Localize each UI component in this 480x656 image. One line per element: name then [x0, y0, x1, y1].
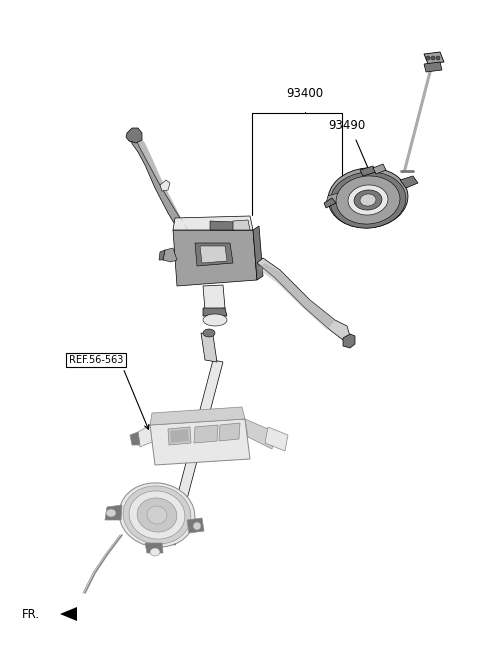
- Ellipse shape: [330, 172, 406, 228]
- Polygon shape: [173, 216, 253, 230]
- Ellipse shape: [193, 522, 201, 530]
- Ellipse shape: [137, 498, 177, 532]
- Polygon shape: [265, 427, 288, 451]
- Polygon shape: [187, 518, 204, 533]
- Polygon shape: [168, 427, 191, 445]
- Polygon shape: [165, 360, 223, 545]
- Polygon shape: [210, 221, 235, 230]
- Text: 93400: 93400: [287, 87, 324, 100]
- Polygon shape: [195, 243, 233, 266]
- Polygon shape: [201, 333, 217, 362]
- Polygon shape: [133, 137, 188, 230]
- Polygon shape: [400, 176, 418, 188]
- Polygon shape: [360, 166, 376, 176]
- Polygon shape: [326, 193, 338, 203]
- Polygon shape: [203, 285, 225, 310]
- Polygon shape: [373, 164, 386, 174]
- Ellipse shape: [328, 168, 408, 228]
- Ellipse shape: [348, 185, 388, 215]
- Polygon shape: [257, 258, 350, 340]
- Polygon shape: [424, 62, 442, 72]
- Polygon shape: [233, 220, 250, 230]
- Ellipse shape: [336, 176, 400, 224]
- Polygon shape: [173, 230, 257, 286]
- Polygon shape: [253, 226, 263, 280]
- Polygon shape: [130, 432, 140, 445]
- Polygon shape: [194, 425, 218, 443]
- Polygon shape: [324, 198, 336, 208]
- Ellipse shape: [426, 56, 430, 60]
- Polygon shape: [60, 607, 77, 621]
- Ellipse shape: [436, 56, 440, 60]
- Polygon shape: [127, 133, 194, 242]
- Polygon shape: [105, 505, 122, 520]
- Polygon shape: [160, 180, 170, 191]
- Ellipse shape: [129, 491, 185, 539]
- Polygon shape: [257, 263, 335, 330]
- Ellipse shape: [431, 56, 435, 60]
- Text: FR.: FR.: [22, 607, 40, 621]
- Polygon shape: [138, 425, 152, 447]
- Polygon shape: [245, 419, 275, 449]
- Ellipse shape: [203, 329, 215, 337]
- Ellipse shape: [150, 548, 160, 556]
- Polygon shape: [159, 250, 165, 260]
- Ellipse shape: [119, 483, 195, 547]
- Polygon shape: [203, 308, 227, 316]
- Polygon shape: [150, 407, 245, 425]
- Polygon shape: [126, 128, 142, 143]
- Polygon shape: [145, 543, 163, 553]
- Polygon shape: [170, 429, 189, 443]
- Polygon shape: [163, 248, 177, 262]
- Text: 93490: 93490: [328, 119, 365, 132]
- Ellipse shape: [123, 486, 191, 544]
- Ellipse shape: [106, 509, 116, 517]
- Polygon shape: [424, 52, 444, 64]
- Ellipse shape: [360, 194, 376, 206]
- Polygon shape: [150, 419, 250, 465]
- Polygon shape: [219, 423, 240, 441]
- Ellipse shape: [147, 506, 167, 524]
- Polygon shape: [200, 246, 227, 263]
- Ellipse shape: [354, 190, 382, 210]
- Polygon shape: [343, 334, 355, 348]
- Text: REF.56-563: REF.56-563: [69, 355, 123, 365]
- Ellipse shape: [203, 314, 227, 326]
